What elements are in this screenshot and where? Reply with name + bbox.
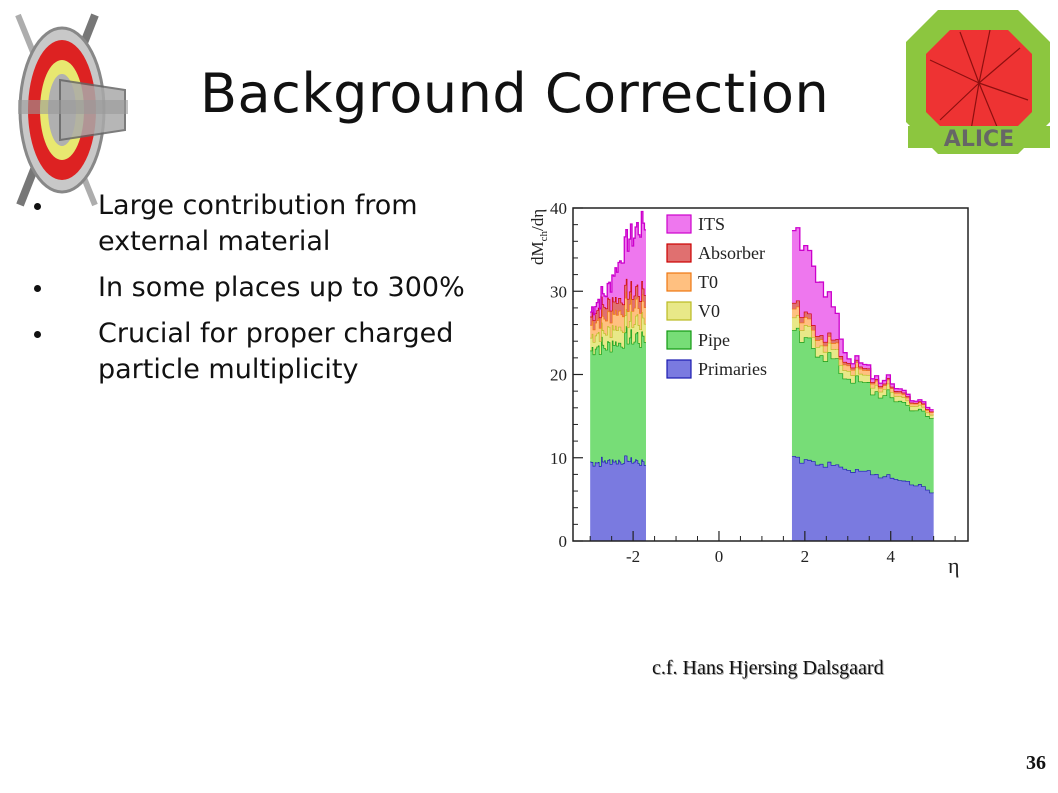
legend-item-t0: T0 [666,272,718,292]
legend-swatch [666,272,692,292]
legend-item-v0: V0 [666,301,720,321]
line-pipe [590,325,646,356]
region-1 [791,227,934,541]
bullet-dot [34,203,41,210]
stacked-area-chart: 0 10 20 30 40 -2 0 2 4 ITS Absorber T0 V0 Pipe Primar… [528,199,969,578]
region-0 [590,210,646,541]
legend: ITS Absorber T0 V0 Pipe Primaries [666,214,767,379]
legend-swatch [666,243,692,263]
line-absorber [590,278,646,322]
line-v0 [590,308,646,343]
bullet-text: Large contribution from external materia… [98,190,418,257]
y-tick-label: 10 [550,449,567,468]
x-tick-label: 4 [886,547,895,566]
legend-label: ITS [698,214,725,234]
legend-swatch [666,359,692,379]
area-primaries [791,456,934,541]
y-axis-label: dMch/dη [528,209,550,265]
area-primaries [590,455,646,541]
alice-logo-text: ALICE [944,127,1014,152]
bullet-text: In some places up to 300% [98,272,465,303]
y-axis-label-sub: ch [538,230,550,241]
y-tick-label: 30 [550,282,567,301]
legend-item-its: ITS [666,214,725,234]
area-pipe [791,327,934,493]
x-tick-label: 0 [715,547,724,566]
y-tick-label: 40 [550,199,567,218]
bullet-text: Crucial for proper charged particle mult… [98,318,454,385]
legend-label: Pipe [698,330,730,350]
legend-label: T0 [698,272,718,292]
x-tick-label: 2 [801,547,810,566]
bullet-item: In some places up to 300% [34,270,484,306]
y-tick-label: 20 [550,366,567,385]
legend-label: Primaries [698,359,767,379]
bullet-item: Crucial for proper charged particle mult… [34,316,484,388]
line-t0 [590,290,646,331]
detector-logo [15,13,128,207]
legend-swatch [666,214,692,234]
alice-logo: ALICE [906,10,1050,154]
line-its [791,227,934,411]
x-axis-label: η [948,553,960,578]
page-number: 36 [1026,752,1046,774]
legend-label: V0 [698,301,720,321]
bullet-list: Large contribution from external materia… [34,188,484,398]
y-tick-label: 0 [559,532,568,551]
slide-title: Background Correction [200,62,830,125]
bullet-item: Large contribution from external materia… [34,188,484,260]
line-its [590,210,646,316]
legend-item-absorber: Absorber [666,243,765,263]
credit-text: c.f. Hans Hjersing Dalsgaard [652,657,884,679]
bullet-dot [34,331,41,338]
legend-item-primaries: Primaries [666,359,767,379]
legend-label: Absorber [698,243,765,263]
legend-swatch [666,330,692,350]
legend-item-pipe: Pipe [666,330,730,350]
y-axis-label-tail: /dη [528,209,547,231]
area-pipe [590,326,646,467]
x-tick-label: -2 [626,547,640,566]
legend-swatch [666,301,692,321]
bullet-dot [34,285,41,292]
